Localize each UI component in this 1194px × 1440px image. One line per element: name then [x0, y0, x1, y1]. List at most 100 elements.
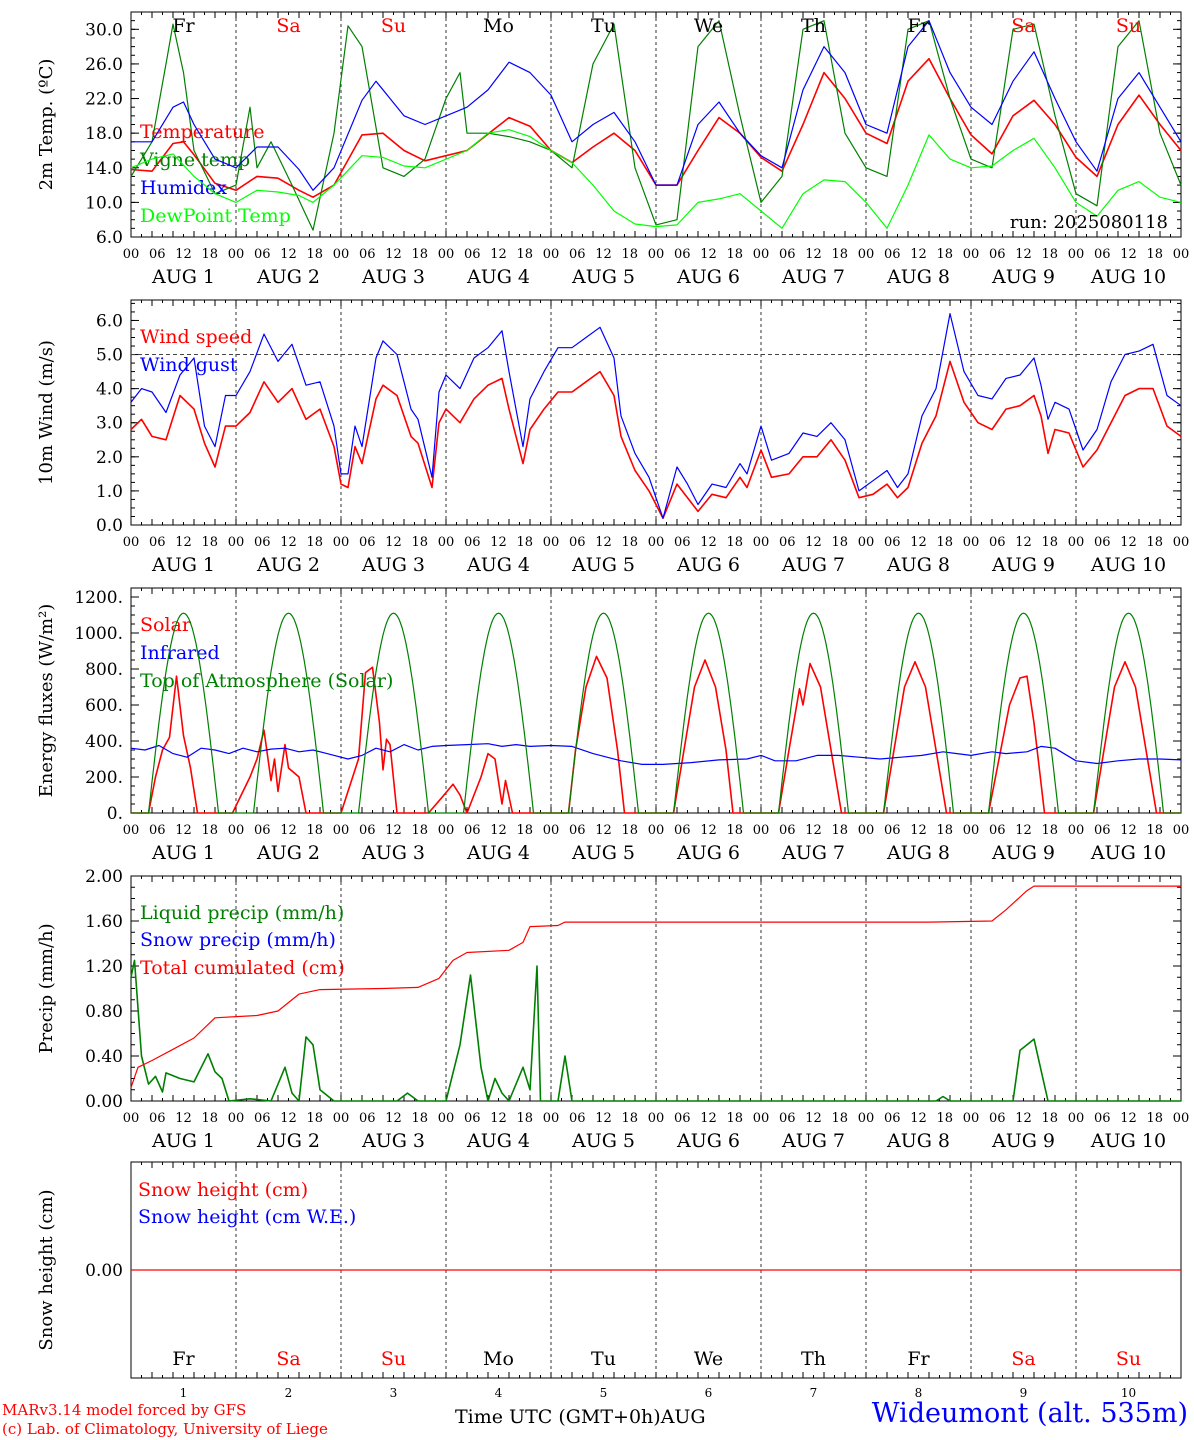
- hour-tick-label: 00: [438, 1111, 455, 1126]
- hour-tick-label: 18: [936, 535, 953, 550]
- y-tick-label: 1.0: [96, 482, 123, 502]
- date-label: AUG 4: [466, 554, 530, 576]
- day-number-label: 2: [285, 1386, 293, 1400]
- day-number-label: 8: [915, 1386, 923, 1400]
- hour-tick-label: 12: [280, 535, 297, 550]
- legend-entry: Temperature: [140, 121, 264, 143]
- y-tick-label: 800.: [85, 660, 123, 680]
- hour-tick-label: 18: [1146, 1111, 1163, 1126]
- date-label: AUG 2: [256, 1130, 320, 1152]
- hour-tick-label: 00: [543, 535, 560, 550]
- hour-tick-label: 12: [385, 535, 402, 550]
- hour-tick-label: 12: [805, 823, 822, 838]
- hour-tick-label: 18: [726, 535, 743, 550]
- series-line-wind-gust: [130, 313, 1182, 519]
- y-tick-label: 2.00: [85, 867, 123, 887]
- hour-tick-label: 00: [753, 535, 770, 550]
- hour-tick-label: 00: [228, 1111, 245, 1126]
- hour-tick-label: 18: [1041, 247, 1058, 262]
- hour-tick-label: 18: [726, 823, 743, 838]
- hour-tick-label: 18: [831, 535, 848, 550]
- date-label: AUG 7: [781, 1130, 845, 1152]
- day-number-label: 9: [1020, 1386, 1028, 1400]
- hour-tick-label: 12: [595, 247, 612, 262]
- date-label: AUG 8: [886, 554, 950, 576]
- hour-tick-label: 12: [1015, 1111, 1032, 1126]
- hour-tick-label: 18: [621, 247, 638, 262]
- y-tick-label: 0.00: [85, 1261, 123, 1281]
- hour-tick-label: 18: [516, 1111, 533, 1126]
- hour-tick-label: 00: [228, 535, 245, 550]
- hour-tick-label: 06: [464, 535, 481, 550]
- date-label: AUG 4: [466, 1130, 530, 1152]
- y-tick-label: 1200.: [74, 588, 123, 608]
- hour-tick-label: 00: [228, 823, 245, 838]
- hour-tick-label: 18: [831, 823, 848, 838]
- date-label: AUG 4: [466, 266, 530, 288]
- hour-tick-label: 06: [674, 247, 691, 262]
- hour-tick-label: 18: [936, 247, 953, 262]
- hour-tick-label: 06: [779, 247, 796, 262]
- hour-tick-label: 06: [464, 1111, 481, 1126]
- hour-tick-label: 00: [1068, 535, 1085, 550]
- date-label: AUG 8: [886, 266, 950, 288]
- day-of-week-label: Sa: [1011, 15, 1035, 37]
- hour-tick-label: 12: [280, 1111, 297, 1126]
- day-number-label: 5: [600, 1386, 608, 1400]
- hour-tick-label: 06: [464, 823, 481, 838]
- hour-tick-label: 12: [805, 535, 822, 550]
- hour-tick-label: 00: [858, 1111, 875, 1126]
- hour-tick-label: 12: [385, 247, 402, 262]
- hour-tick-label: 12: [910, 823, 927, 838]
- hour-tick-label: 12: [700, 535, 717, 550]
- hour-tick-label: 06: [569, 823, 586, 838]
- day-of-week-label: Th: [801, 1348, 826, 1370]
- hour-tick-label: 06: [779, 823, 796, 838]
- hour-tick-label: 12: [910, 1111, 927, 1126]
- hour-tick-label: 06: [149, 1111, 166, 1126]
- legend-entry: Vigne temp: [139, 149, 250, 171]
- date-label: AUG 9: [991, 1130, 1055, 1152]
- hour-tick-label: 18: [1041, 823, 1058, 838]
- hour-tick-label: 18: [1041, 1111, 1058, 1126]
- hour-tick-label: 06: [884, 1111, 901, 1126]
- hour-tick-label: 12: [280, 823, 297, 838]
- y-tick-label: 3.0: [96, 414, 123, 434]
- hour-tick-label: 06: [884, 247, 901, 262]
- day-of-week-label: Sa: [276, 15, 300, 37]
- hour-tick-label: 18: [411, 535, 428, 550]
- y-tick-label: 22.0: [85, 90, 123, 110]
- hour-tick-label: 06: [569, 1111, 586, 1126]
- legend-entry: Total cumulated (cm): [140, 957, 345, 979]
- legend-entry: Infrared: [140, 642, 220, 664]
- hour-tick-label: 18: [306, 247, 323, 262]
- hour-tick-label: 18: [831, 1111, 848, 1126]
- hour-tick-label: 06: [569, 535, 586, 550]
- date-label: AUG 9: [991, 842, 1055, 864]
- plot-frame: [130, 299, 1182, 526]
- hour-tick-label: 06: [989, 535, 1006, 550]
- y-tick-label: 600.: [85, 696, 123, 716]
- date-label: AUG 1: [151, 842, 215, 864]
- legend-entry: Snow height (cm W.E.): [138, 1206, 356, 1228]
- date-label: AUG 3: [361, 266, 425, 288]
- day-number-label: 1: [180, 1386, 188, 1400]
- legend-entry: Humidex: [140, 177, 227, 199]
- run-annotation: run: 2025080118: [1010, 212, 1168, 233]
- hour-tick-label: 00: [543, 1111, 560, 1126]
- hour-tick-label: 00: [963, 247, 980, 262]
- date-label: AUG 6: [676, 554, 740, 576]
- day-of-week-label: Fr: [172, 1348, 195, 1370]
- hour-tick-label: 00: [543, 823, 560, 838]
- panel-3: 0. 200. 400. 600. 800. 1000. 1200. Energy fluxe…: [36, 587, 1189, 864]
- day-number-label: 4: [495, 1386, 503, 1400]
- y-tick-label: 26.0: [85, 55, 123, 75]
- hour-tick-label: 06: [674, 1111, 691, 1126]
- date-label: AUG 5: [571, 842, 635, 864]
- hour-tick-label: 06: [1094, 823, 1111, 838]
- legend-entry: DewPoint Temp: [140, 205, 291, 227]
- lab-credit: (c) Lab. of Climatology, University of L…: [2, 1420, 328, 1438]
- hour-tick-label: 06: [884, 535, 901, 550]
- hour-tick-label: 18: [516, 535, 533, 550]
- hour-tick-label: 00: [858, 535, 875, 550]
